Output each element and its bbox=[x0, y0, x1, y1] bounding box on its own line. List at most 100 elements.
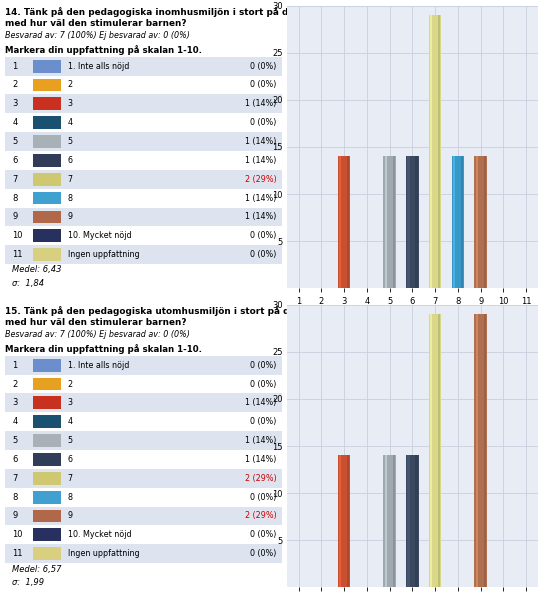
Text: 3: 3 bbox=[68, 398, 73, 407]
Bar bbox=[33, 509, 61, 522]
Text: 5: 5 bbox=[12, 436, 17, 445]
Text: 1: 1 bbox=[12, 62, 17, 71]
Text: 0 (0%): 0 (0%) bbox=[250, 417, 276, 426]
Text: Medel: 6,43: Medel: 6,43 bbox=[12, 266, 62, 275]
Text: 0 (0%): 0 (0%) bbox=[250, 530, 276, 539]
Text: 7: 7 bbox=[12, 175, 18, 184]
Text: 4: 4 bbox=[68, 118, 73, 127]
Bar bbox=[438, 15, 440, 288]
Bar bbox=[33, 547, 61, 560]
Bar bbox=[338, 455, 350, 587]
Text: 2 (29%): 2 (29%) bbox=[245, 512, 276, 521]
Text: 1: 1 bbox=[12, 361, 17, 369]
Bar bbox=[5, 525, 282, 544]
Text: 0 (0%): 0 (0%) bbox=[250, 549, 276, 558]
Bar bbox=[33, 528, 61, 541]
Text: 10: 10 bbox=[12, 530, 23, 539]
Bar bbox=[33, 192, 61, 205]
Bar bbox=[5, 544, 282, 563]
Text: σ:  1,99: σ: 1,99 bbox=[12, 578, 45, 587]
Text: 7: 7 bbox=[68, 474, 73, 483]
Bar bbox=[407, 455, 409, 587]
Text: 5: 5 bbox=[12, 137, 17, 146]
Bar bbox=[33, 434, 61, 447]
Bar bbox=[393, 157, 395, 288]
Text: 0 (0%): 0 (0%) bbox=[250, 81, 276, 90]
Text: 10: 10 bbox=[12, 231, 23, 240]
Text: 7: 7 bbox=[68, 175, 73, 184]
Bar bbox=[5, 189, 282, 208]
Bar bbox=[5, 450, 282, 469]
Bar bbox=[452, 157, 464, 288]
Bar bbox=[5, 412, 282, 431]
Text: σ:  1,84: σ: 1,84 bbox=[12, 279, 45, 288]
Bar bbox=[33, 79, 61, 91]
Text: 0 (0%): 0 (0%) bbox=[250, 118, 276, 127]
Bar bbox=[407, 157, 409, 288]
Text: Medel: 6,57: Medel: 6,57 bbox=[12, 565, 62, 573]
Text: 0 (0%): 0 (0%) bbox=[250, 231, 276, 240]
Text: 0 (0%): 0 (0%) bbox=[250, 380, 276, 388]
Text: 1 (14%): 1 (14%) bbox=[245, 436, 276, 445]
Bar bbox=[5, 487, 282, 506]
Text: 1 (14%): 1 (14%) bbox=[245, 100, 276, 109]
Bar bbox=[339, 455, 342, 587]
Bar bbox=[33, 173, 61, 186]
Bar bbox=[5, 94, 282, 113]
Bar bbox=[33, 60, 61, 72]
Text: 2: 2 bbox=[68, 380, 73, 388]
Bar bbox=[33, 97, 61, 110]
Bar bbox=[430, 314, 432, 587]
Bar bbox=[33, 154, 61, 167]
Bar bbox=[33, 229, 61, 242]
Text: 7: 7 bbox=[12, 474, 18, 483]
Text: 0 (0%): 0 (0%) bbox=[250, 62, 276, 71]
Text: 1 (14%): 1 (14%) bbox=[245, 137, 276, 146]
Text: Ingen uppfattning: Ingen uppfattning bbox=[68, 250, 140, 259]
Text: med hur väl den stimulerar barnen?: med hur väl den stimulerar barnen? bbox=[5, 318, 187, 327]
Text: 4: 4 bbox=[68, 417, 73, 426]
Bar bbox=[5, 375, 282, 393]
Text: 2: 2 bbox=[12, 81, 17, 90]
Bar bbox=[33, 397, 61, 409]
Bar bbox=[429, 314, 441, 587]
Text: Ingen uppfattning: Ingen uppfattning bbox=[68, 549, 140, 558]
Text: 9: 9 bbox=[68, 212, 73, 221]
Bar bbox=[476, 157, 478, 288]
Text: 15. Tänk på den pedagogiska utomhusmiljön i stort på din förskola. Hur nöjd är d: 15. Tänk på den pedagogiska utomhusmiljö… bbox=[5, 307, 438, 316]
Text: 3: 3 bbox=[12, 398, 18, 407]
Text: med hur väl den stimulerar barnen?: med hur väl den stimulerar barnen? bbox=[5, 18, 187, 28]
Bar bbox=[5, 151, 282, 170]
Bar bbox=[5, 227, 282, 246]
Text: 1. Inte alls nöjd: 1. Inte alls nöjd bbox=[68, 361, 129, 369]
Text: 1 (14%): 1 (14%) bbox=[245, 455, 276, 464]
Text: 0 (0%): 0 (0%) bbox=[250, 361, 276, 369]
Text: 8: 8 bbox=[68, 193, 73, 203]
Bar bbox=[383, 455, 396, 587]
Bar bbox=[430, 15, 432, 288]
Bar bbox=[475, 314, 487, 587]
Text: 2 (29%): 2 (29%) bbox=[245, 474, 276, 483]
Text: 9: 9 bbox=[12, 512, 17, 521]
Text: Markera din uppfattning på skalan 1-10.: Markera din uppfattning på skalan 1-10. bbox=[5, 345, 203, 355]
Bar bbox=[384, 455, 387, 587]
Text: 0 (0%): 0 (0%) bbox=[250, 250, 276, 259]
Text: 9: 9 bbox=[68, 512, 73, 521]
Text: 1 (14%): 1 (14%) bbox=[245, 398, 276, 407]
Bar bbox=[429, 15, 441, 288]
Bar bbox=[415, 455, 418, 587]
Text: 6: 6 bbox=[68, 455, 73, 464]
Bar bbox=[33, 248, 61, 261]
Bar bbox=[461, 157, 463, 288]
Text: 9: 9 bbox=[12, 212, 17, 221]
Bar bbox=[5, 75, 282, 94]
Text: 1 (14%): 1 (14%) bbox=[245, 156, 276, 165]
Bar bbox=[406, 455, 419, 587]
Text: 1 (14%): 1 (14%) bbox=[245, 193, 276, 203]
Text: 6: 6 bbox=[68, 156, 73, 165]
Bar bbox=[406, 157, 419, 288]
Text: 3: 3 bbox=[12, 100, 18, 109]
Bar bbox=[453, 157, 455, 288]
Bar bbox=[33, 472, 61, 484]
Bar bbox=[384, 157, 387, 288]
